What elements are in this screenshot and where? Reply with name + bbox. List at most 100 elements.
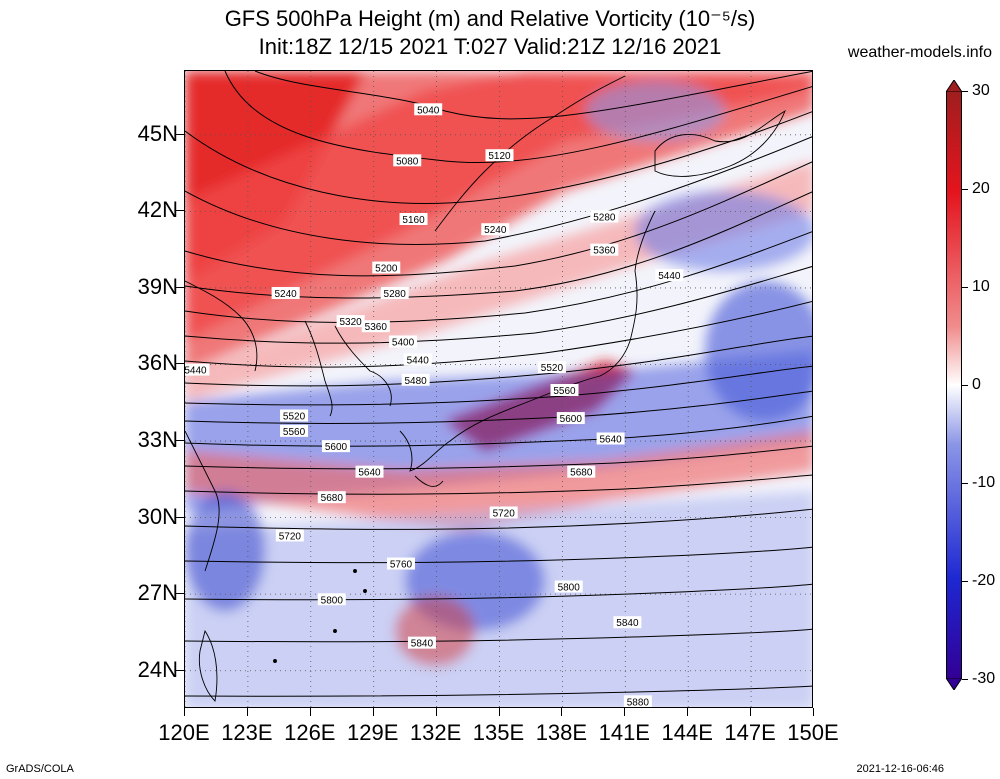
contour-label: 5720 [275, 529, 304, 542]
colorbar-max-arrow [946, 80, 962, 92]
lat-tick-label: 36N [137, 350, 178, 376]
svg-text:5160: 5160 [402, 215, 425, 226]
svg-text:5520: 5520 [283, 412, 306, 423]
lat-tick [176, 363, 184, 365]
contour-label: 5240 [481, 223, 510, 236]
contour-label: 5080 [393, 154, 422, 167]
lon-tick-label: 120E [158, 720, 210, 745]
contour-label: 5520 [537, 361, 566, 374]
svg-text:5560: 5560 [283, 427, 306, 438]
colorbar-tick [962, 483, 968, 484]
contour-label: 5160 [399, 213, 428, 226]
contour-label: 5120 [485, 149, 514, 162]
svg-text:5400: 5400 [392, 338, 415, 349]
lon-tick [435, 708, 437, 716]
svg-text:5040: 5040 [417, 105, 440, 116]
contour-label: 5480 [401, 373, 430, 387]
colorbar-tick-label: 20 [972, 180, 990, 197]
lon-tick [561, 708, 563, 716]
contour-label: 5440 [185, 363, 210, 377]
svg-text:5280: 5280 [384, 289, 407, 300]
brand-label: weather-models.info [847, 44, 992, 61]
contour-label: 5440 [655, 269, 684, 282]
svg-text:5120: 5120 [488, 151, 511, 162]
svg-text:5840: 5840 [616, 618, 639, 629]
svg-text:5240: 5240 [275, 289, 298, 300]
lon-tick [624, 708, 626, 716]
colorbar [946, 91, 962, 679]
svg-text:5800: 5800 [558, 583, 581, 594]
lon-tick [246, 708, 248, 716]
contour-label: 5720 [489, 506, 518, 519]
svg-text:5200: 5200 [375, 264, 398, 275]
contour-label: 5680 [317, 491, 346, 504]
svg-text:5880: 5880 [627, 697, 650, 708]
contour-label: 5560 [280, 424, 309, 438]
contour-label: 5600 [556, 412, 585, 425]
colorbar-tick-label: -30 [972, 670, 996, 687]
map-panel: 5040 5080 5120 5160 5240 5280 5200 5240 5280 5360… [184, 70, 813, 708]
svg-text:5840: 5840 [411, 639, 434, 650]
lon-tick [372, 708, 374, 716]
svg-text:5080: 5080 [396, 156, 419, 167]
svg-text:5760: 5760 [390, 560, 413, 571]
footer-credit: GrADS/COLA [6, 763, 74, 775]
svg-text:5240: 5240 [484, 225, 507, 236]
lon-tick [309, 708, 311, 716]
lat-tick [176, 516, 184, 518]
colorbar-tick-label: -10 [972, 474, 996, 491]
svg-text:5800: 5800 [321, 595, 344, 606]
contour-label: 5600 [321, 440, 350, 453]
lat-tick-label: 24N [137, 656, 178, 682]
svg-text:5600: 5600 [560, 414, 583, 425]
lat-tick [176, 210, 184, 212]
lat-tick [176, 440, 184, 442]
lat-tick [176, 133, 184, 135]
lon-tick-label: 132E [409, 720, 462, 745]
contour-label: 5040 [414, 103, 443, 116]
vorticity-field [185, 71, 812, 707]
contour-label: 5360 [361, 320, 390, 333]
lon-tick-label: 135E [472, 720, 525, 745]
svg-text:5640: 5640 [358, 468, 381, 479]
contour-label: 5240 [271, 287, 300, 300]
colorbar-tick [962, 91, 968, 92]
contour-label: 5640 [355, 465, 384, 479]
contour-label: 5520 [280, 409, 309, 423]
svg-text:5280: 5280 [593, 212, 616, 223]
svg-text:5440: 5440 [185, 366, 207, 377]
vorticity-map: 5040 5080 5120 5160 5240 5280 5200 5240 5280 5360… [185, 71, 812, 708]
lat-tick [176, 286, 184, 288]
svg-text:5440: 5440 [407, 355, 430, 366]
lon-tick [184, 708, 185, 716]
colorbar-tick [962, 679, 968, 680]
contour-label: 5400 [389, 335, 418, 349]
chart-title: GFS 500hPa Height (m) and Relative Vorti… [224, 6, 756, 31]
height-contours [185, 71, 812, 697]
svg-text:5360: 5360 [593, 246, 616, 257]
contour-label: 5680 [567, 465, 596, 479]
lon-tick-label: 141E [598, 720, 650, 745]
svg-text:5440: 5440 [658, 271, 681, 282]
svg-text:5320: 5320 [340, 317, 363, 328]
contour-label: 5280 [590, 210, 619, 223]
lat-tick-label: 45N [137, 120, 178, 146]
lon-tick [813, 708, 814, 716]
lon-tick-label: 129E [346, 720, 399, 745]
contour-label: 5560 [550, 384, 579, 397]
colorbar-tick [962, 189, 968, 190]
lon-tick-label: 144E [661, 720, 713, 745]
svg-text:5720: 5720 [279, 531, 302, 542]
svg-text:5640: 5640 [599, 434, 622, 445]
contour-label: 5840 [407, 636, 436, 650]
colorbar-min-arrow [946, 678, 962, 690]
svg-text:5360: 5360 [365, 322, 388, 333]
colorbar-gradient [947, 92, 961, 678]
contour-label: 5440 [403, 353, 432, 366]
lat-tick [176, 669, 184, 671]
colorbar-tick [962, 581, 968, 582]
contour-label: 5840 [613, 616, 642, 629]
contour-label: 5200 [372, 261, 401, 275]
lat-tick-label: 42N [137, 197, 178, 223]
contour-label: 5800 [317, 593, 346, 606]
